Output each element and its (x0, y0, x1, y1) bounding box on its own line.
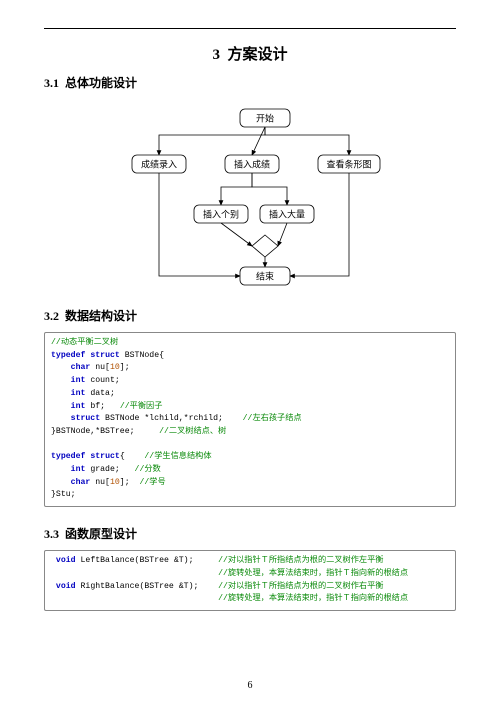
page-number: 6 (0, 680, 500, 691)
header-rule (44, 28, 456, 29)
flow-label-end: 结束 (256, 271, 274, 282)
flow-label-entry: 成绩录入 (141, 159, 177, 170)
flow-edge-3 (221, 173, 252, 205)
section-3-1-title: 3.1 总体功能设计 (44, 74, 456, 91)
section-3-3-title: 3.3 函数原型设计 (44, 525, 456, 542)
chapter-name: 方案设计 (227, 47, 287, 63)
code-block-2: void LeftBalance(BSTree &T); //对以指针Ｔ所指结点… (44, 550, 456, 611)
flow-label-bar: 查看条形图 (326, 159, 371, 170)
flow-edge-2 (265, 127, 349, 155)
flow-label-start: 开始 (256, 113, 274, 124)
flow-edge-9 (290, 173, 349, 276)
flow-edge-8 (159, 173, 240, 276)
flow-edge-5 (221, 223, 252, 246)
flow-diamond (252, 235, 278, 257)
page: 3 方案设计 3.1 总体功能设计 开始成绩录入 插入成绩 查看条形图插入个别 插入大… (0, 0, 500, 647)
flow-edge-4 (252, 173, 287, 205)
flow-edge-1 (252, 127, 265, 155)
chapter-number: 3 (212, 47, 220, 63)
flow-label-insert: 插入成绩 (234, 159, 270, 170)
code-block-1: //动态平衡二叉树 typedef struct BSTNode{ char n… (44, 332, 456, 507)
flow-label-ins2: 插入大量 (269, 209, 305, 220)
chapter-title: 3 方案设计 (44, 43, 456, 64)
flow-edge-6 (278, 223, 287, 246)
section-3-2-title: 3.2 数据结构设计 (44, 307, 456, 324)
flow-label-ins1: 插入个别 (203, 209, 239, 220)
flow-edge-0 (159, 127, 265, 155)
flowchart: 开始成绩录入 插入成绩 查看条形图插入个别 插入大量结束 (80, 99, 420, 295)
